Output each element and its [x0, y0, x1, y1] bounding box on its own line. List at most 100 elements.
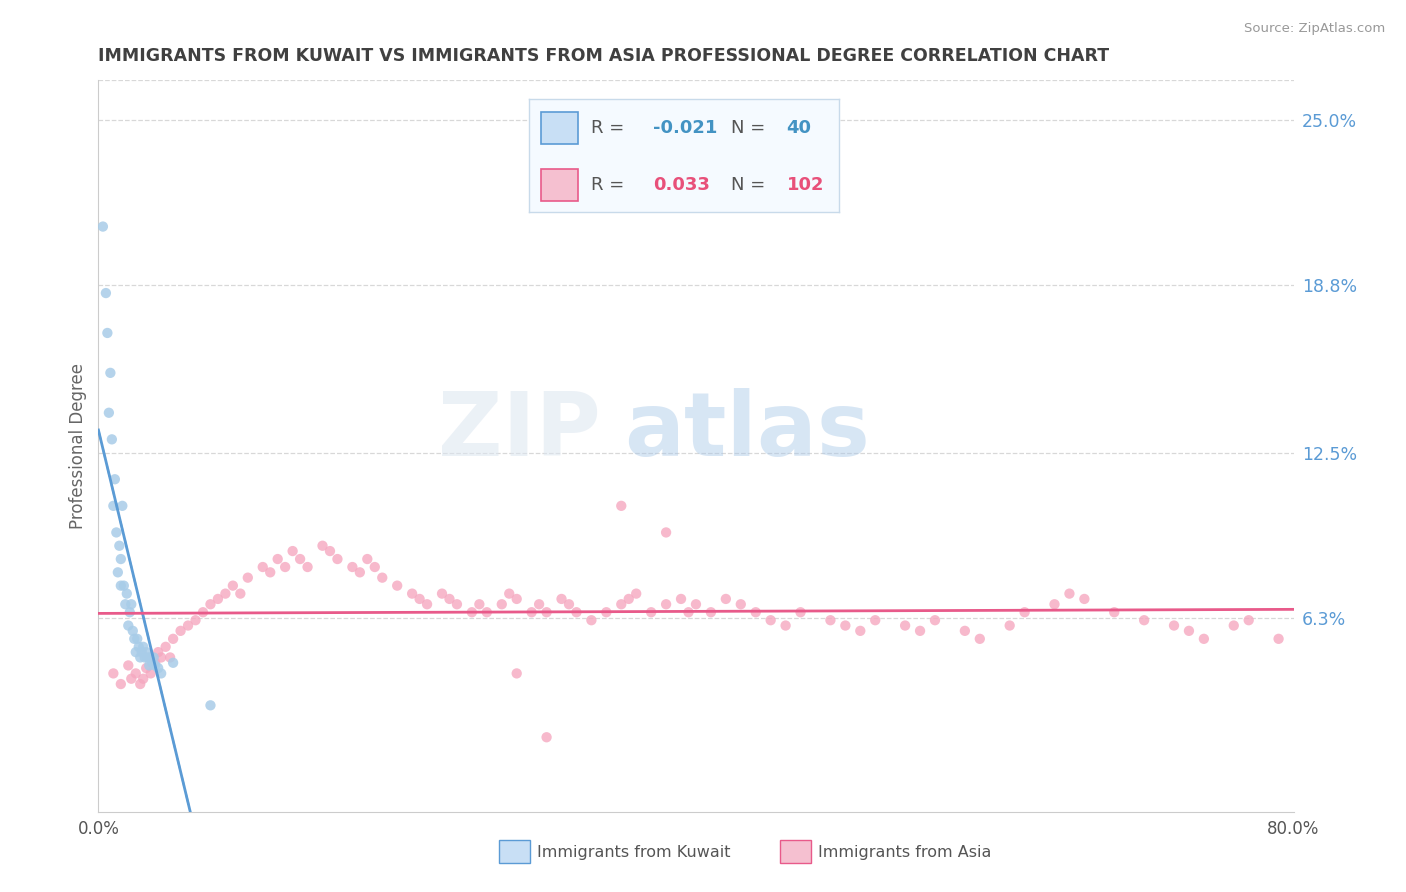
Point	[326, 552, 349, 566]
Point	[110, 579, 132, 593]
Point	[110, 552, 132, 566]
Point	[834, 618, 856, 632]
Point	[1133, 613, 1156, 627]
Point	[108, 539, 131, 553]
Point	[789, 605, 811, 619]
Point	[148, 645, 170, 659]
Point	[1073, 591, 1095, 606]
Point	[118, 605, 141, 619]
Point	[229, 586, 252, 600]
Point	[297, 560, 319, 574]
Point	[745, 605, 768, 619]
Point	[1043, 597, 1066, 611]
Y-axis label: Professional Degree: Professional Degree	[69, 363, 87, 529]
Point	[408, 591, 430, 606]
Point	[135, 645, 157, 659]
Point	[159, 650, 181, 665]
Point	[342, 560, 364, 574]
Point	[135, 661, 157, 675]
Point	[184, 613, 207, 627]
Point	[700, 605, 723, 619]
Point	[1163, 618, 1185, 632]
Point	[129, 650, 152, 665]
Point	[274, 560, 297, 574]
Point	[401, 586, 423, 600]
Point	[506, 591, 529, 606]
Point	[617, 591, 640, 606]
Point	[669, 591, 692, 606]
Text: ZIP: ZIP	[437, 388, 600, 475]
Point	[498, 586, 520, 600]
Point	[865, 613, 887, 627]
Point	[236, 571, 259, 585]
Point	[349, 566, 371, 580]
Point	[129, 677, 152, 691]
Point	[319, 544, 342, 558]
Point	[91, 219, 114, 234]
Point	[356, 552, 378, 566]
Point	[132, 672, 155, 686]
Point	[820, 613, 842, 627]
Point	[107, 566, 129, 580]
Point	[461, 605, 484, 619]
Point	[150, 666, 173, 681]
Point	[96, 326, 118, 340]
Point	[124, 632, 146, 646]
Text: Immigrants from Asia: Immigrants from Asia	[818, 846, 991, 860]
Point	[114, 597, 136, 611]
Point	[371, 571, 394, 585]
Point	[759, 613, 782, 627]
Point	[150, 650, 173, 665]
Point	[125, 645, 148, 659]
Point	[610, 499, 633, 513]
Point	[125, 666, 148, 681]
Point	[527, 597, 550, 611]
Point	[565, 605, 588, 619]
Point	[162, 656, 184, 670]
Point	[177, 618, 200, 632]
Point	[115, 586, 138, 600]
Point	[142, 650, 165, 665]
Point	[252, 560, 274, 574]
Point	[207, 591, 229, 606]
Text: Immigrants from Kuwait: Immigrants from Kuwait	[537, 846, 731, 860]
Point	[94, 286, 117, 301]
Point	[1014, 605, 1036, 619]
Point	[104, 472, 127, 486]
Point	[536, 731, 558, 745]
Point	[134, 650, 156, 665]
Point	[120, 672, 142, 686]
Point	[1059, 586, 1081, 600]
Point	[468, 597, 491, 611]
Point	[924, 613, 946, 627]
Point	[141, 656, 163, 670]
Point	[1192, 632, 1215, 646]
Point	[610, 597, 633, 611]
Text: Source: ZipAtlas.com: Source: ZipAtlas.com	[1244, 22, 1385, 36]
Point	[288, 552, 311, 566]
Text: IMMIGRANTS FROM KUWAIT VS IMMIGRANTS FROM ASIA PROFESSIONAL DEGREE CORRELATION C: IMMIGRANTS FROM KUWAIT VS IMMIGRANTS FRO…	[98, 47, 1109, 65]
Point	[103, 666, 125, 681]
Point	[640, 605, 662, 619]
Point	[148, 661, 170, 675]
Point	[364, 560, 387, 574]
Point	[267, 552, 290, 566]
Point	[169, 624, 191, 638]
Point	[655, 525, 678, 540]
Point	[1237, 613, 1260, 627]
Point	[191, 605, 214, 619]
Point	[998, 618, 1021, 632]
Point	[439, 591, 461, 606]
Point	[894, 618, 917, 632]
Point	[1178, 624, 1201, 638]
Point	[849, 624, 872, 638]
Point	[506, 666, 529, 681]
Point	[520, 605, 543, 619]
Point	[200, 698, 222, 713]
Point	[127, 632, 149, 646]
Point	[730, 597, 752, 611]
Point	[110, 677, 132, 691]
Point	[143, 658, 166, 673]
Point	[385, 579, 409, 593]
Point	[162, 632, 184, 646]
